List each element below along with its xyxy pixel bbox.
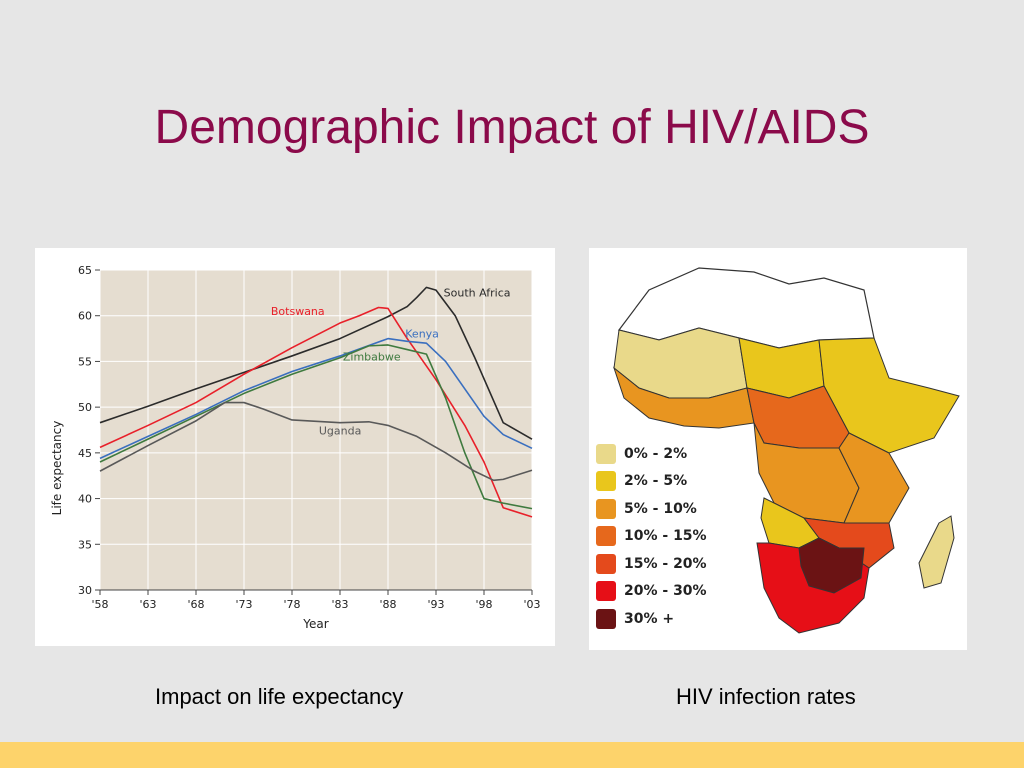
x-tick-label: '98 — [475, 598, 492, 611]
map-region-north-africa — [617, 267, 875, 349]
series-lines — [99, 286, 533, 518]
legend-label: 0% - 2% — [624, 445, 688, 462]
legend-label: 20% - 30% — [624, 583, 707, 600]
legend-item: 2% - 5% — [596, 468, 736, 496]
legend-swatch — [596, 443, 616, 464]
legend-item: 0% - 2% — [596, 440, 736, 468]
footer-bar — [0, 742, 1024, 768]
x-axis-label: Year — [302, 617, 328, 631]
legend-label: 10% - 15% — [624, 528, 707, 545]
x-tick-label: '78 — [283, 598, 300, 611]
legend-label: 30% + — [624, 610, 675, 627]
series-label-zimbabwe: Zimbabwe — [343, 351, 401, 364]
series-line-botswana — [99, 306, 533, 518]
series-line-kenya — [99, 337, 533, 460]
legend-swatch — [596, 498, 616, 519]
legend-label: 5% - 10% — [624, 500, 697, 517]
axes: '58 '63 '68 '73 '78 '83 '88 '93 '98 '03 30 35 40 45 50… — [78, 264, 541, 611]
legend-item: 30% + — [596, 605, 736, 633]
map-region-madagascar — [918, 515, 955, 589]
y-tick-label: 55 — [78, 355, 92, 368]
legend-item: 20% - 30% — [596, 578, 736, 606]
legend-item: 5% - 10% — [596, 495, 736, 523]
africa-map-panel — [589, 248, 967, 650]
legend-swatch — [596, 581, 616, 602]
y-tick-label: 50 — [78, 401, 92, 414]
y-axis-label: Life expectancy — [50, 421, 64, 516]
x-tick-label: '88 — [379, 598, 396, 611]
series-line-zimbabwe — [99, 344, 533, 510]
caption-hiv-rates: HIV infection rates — [676, 684, 856, 709]
x-tick-label: '63 — [139, 598, 156, 611]
map-region-highest-prevalence — [798, 537, 865, 594]
y-tick-label: 30 — [78, 584, 92, 597]
y-tick-label: 40 — [78, 493, 92, 506]
x-tick-label: '58 — [91, 598, 108, 611]
legend-label: 2% - 5% — [624, 473, 688, 490]
legend-label: 15% - 20% — [624, 555, 707, 572]
y-tick-label: 65 — [78, 264, 92, 277]
legend-swatch — [596, 471, 616, 492]
legend-item: 15% - 20% — [596, 550, 736, 578]
slide-title: Demographic Impact of HIV/AIDS — [154, 101, 870, 154]
map-legend: 0% - 2% 2% - 5% 5% - 10% 10% - 15% 15% -… — [596, 440, 736, 633]
africa-hiv-map — [612, 267, 960, 634]
life-expectancy-chart: '58 '63 '68 '73 '78 '83 '88 '93 '98 '03 30 35 40 45 50… — [50, 264, 541, 631]
x-tick-label: '73 — [235, 598, 252, 611]
x-tick-label: '83 — [331, 598, 348, 611]
plot-area — [100, 270, 532, 590]
series-line-uganda — [99, 401, 533, 482]
series-labels: South Africa Botswana Kenya Zimbabwe Uganda — [271, 287, 511, 438]
legend-swatch — [596, 526, 616, 547]
legend-item: 10% - 15% — [596, 523, 736, 551]
x-tick-label: '03 — [523, 598, 540, 611]
y-tick-label: 35 — [78, 538, 92, 551]
legend-swatch — [596, 553, 616, 574]
series-label-kenya: Kenya — [405, 328, 439, 341]
series-label-botswana: Botswana — [271, 305, 325, 318]
series-label-uganda: Uganda — [319, 425, 361, 438]
life-expectancy-chart-panel: '58 '63 '68 '73 '78 '83 '88 '93 '98 '03 30 35 40 45 50… — [35, 248, 555, 646]
x-tick-label: '93 — [427, 598, 444, 611]
caption-life-expectancy: Impact on life expectancy — [155, 684, 404, 709]
series-line-south-africa — [99, 286, 533, 440]
series-label-south-africa: South Africa — [444, 287, 511, 300]
y-tick-label: 45 — [78, 447, 92, 460]
x-tick-label: '68 — [187, 598, 204, 611]
legend-swatch — [596, 608, 616, 629]
y-tick-label: 60 — [78, 310, 92, 323]
